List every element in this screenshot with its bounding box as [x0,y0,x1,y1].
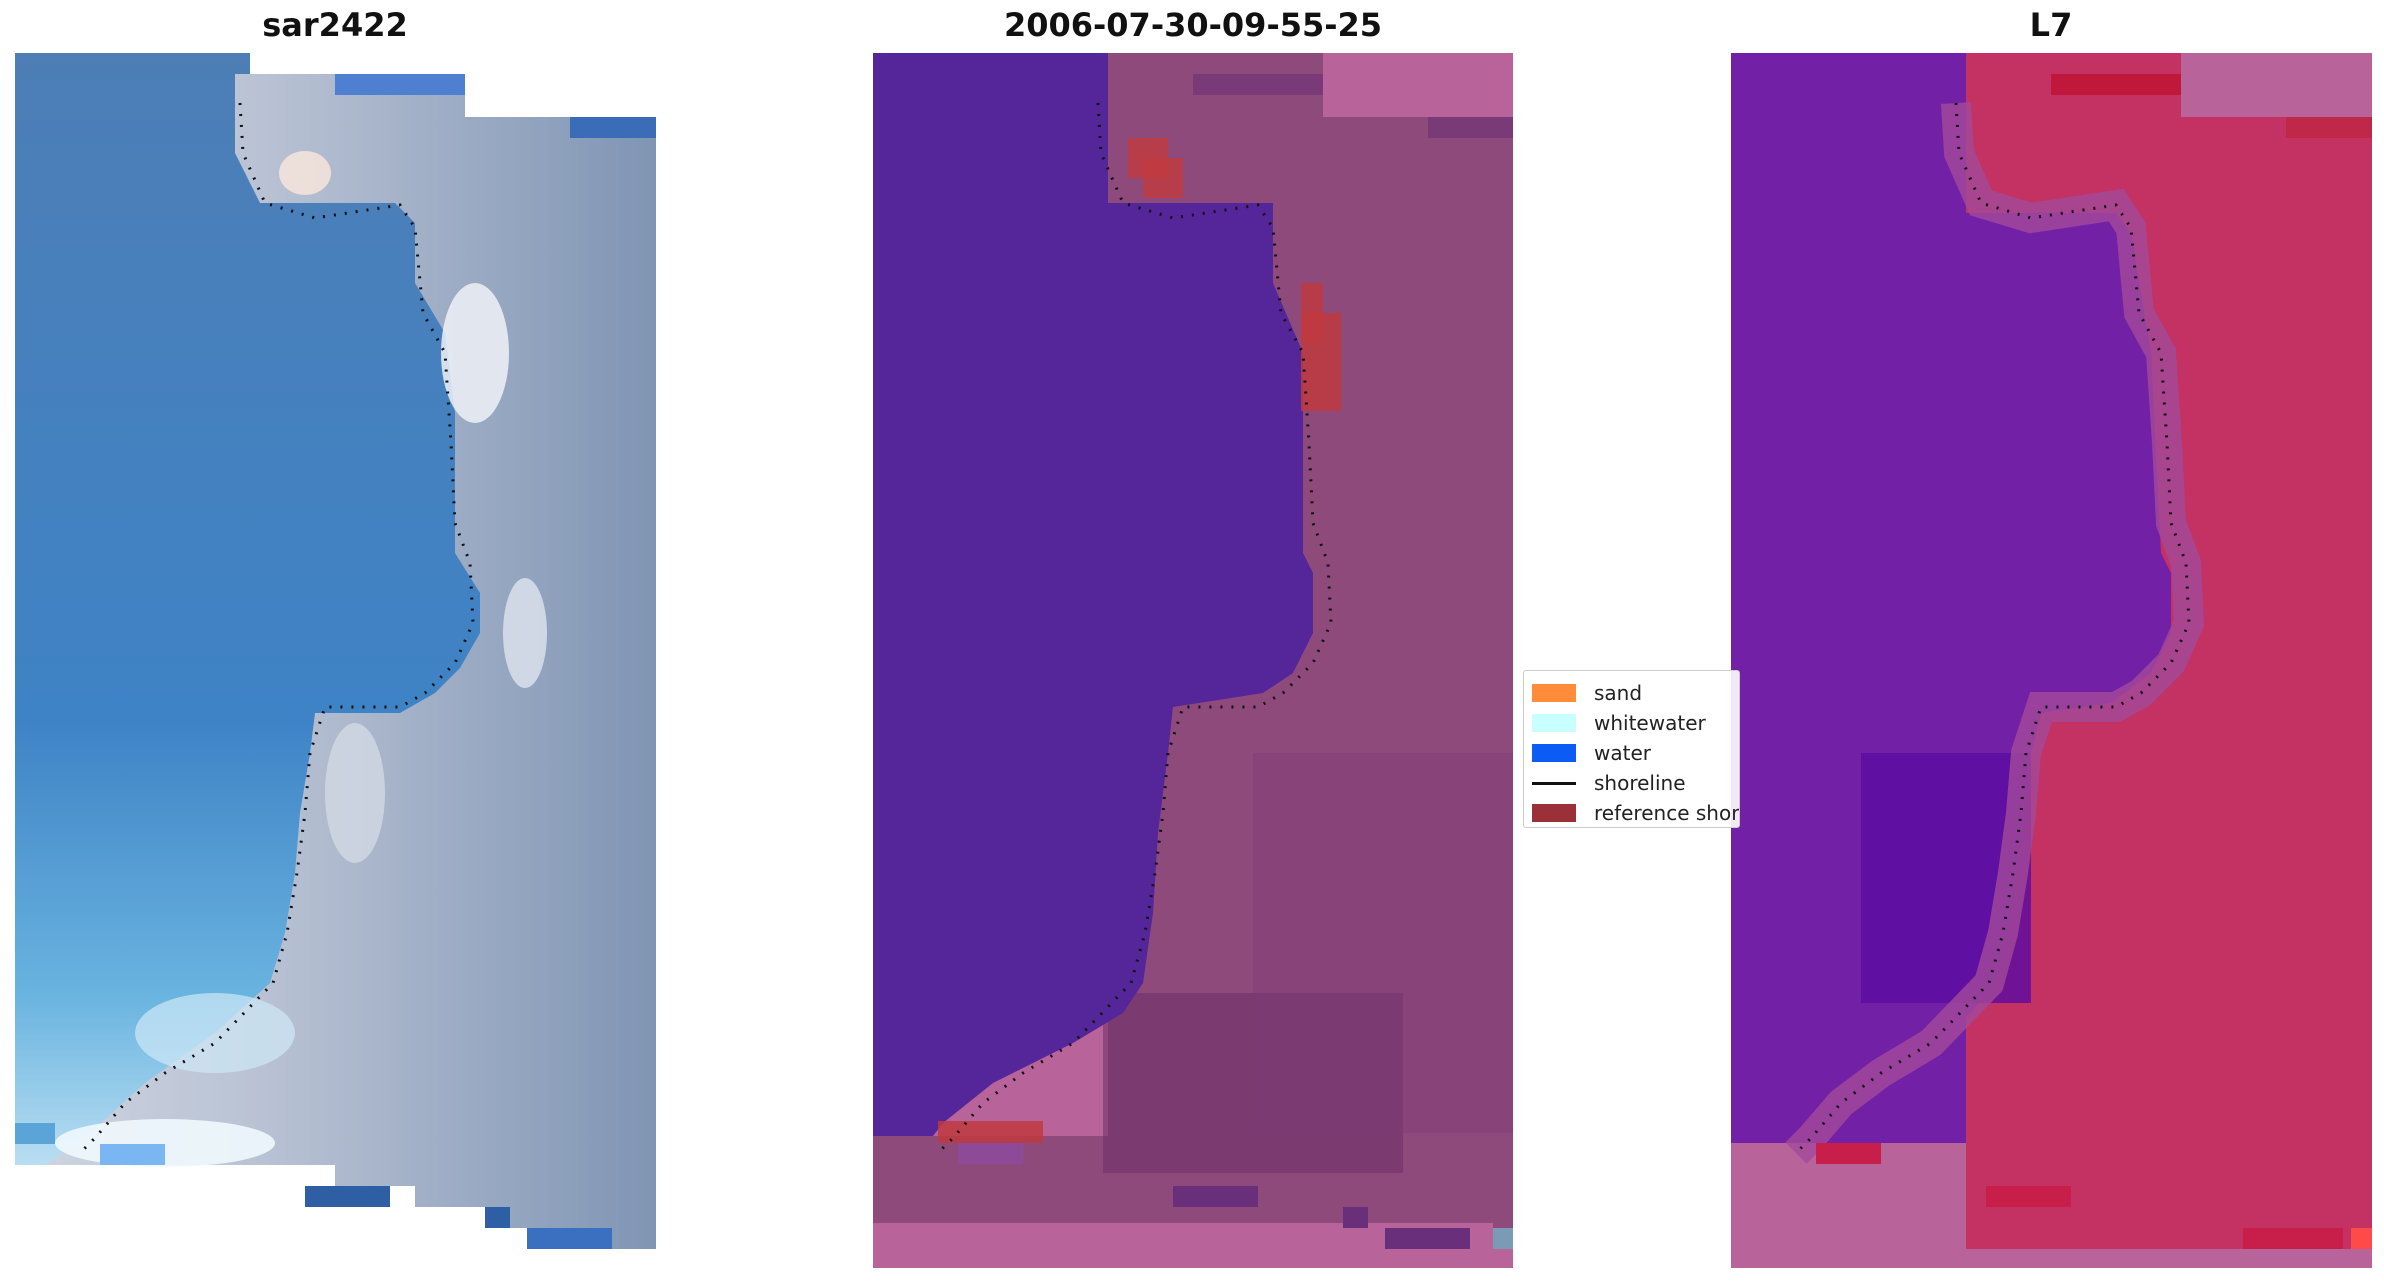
whitewater-swatch [1532,714,1576,732]
legend-label-water: water [1594,741,1651,765]
panel-title-sar2422: sar2422 [262,6,408,44]
classified-image-panel [873,53,1513,1268]
legend-item-reference-shoreline: reference shoreline buffer [1532,799,1739,827]
rgb-image-panel [15,53,656,1249]
sand-swatch [1532,684,1576,702]
legend-item-sand: sand [1532,679,1642,707]
legend-label-shoreline: shoreline [1594,771,1686,795]
legend: sand whitewater water shoreline referenc… [1523,670,1740,828]
legend-item-whitewater: whitewater [1532,709,1706,737]
classified-image [873,53,1513,1268]
legend-item-water: water [1532,739,1651,767]
panel-title-date: 2006-07-30-09-55-25 [1003,6,1383,44]
legend-label-reference-shoreline: reference shoreline buffer [1594,801,1739,825]
water-swatch [1532,744,1576,762]
reference-shoreline-swatch [1532,804,1576,822]
index-image [1731,53,2372,1268]
panel-title-l7: L7 [2029,6,2073,44]
shoreline-line-swatch [1532,781,1576,785]
legend-label-sand: sand [1594,681,1643,705]
legend-label-whitewater: whitewater [1594,711,1706,735]
legend-item-shoreline: shoreline [1532,769,1686,797]
index-image-panel [1731,53,2372,1268]
rgb-image [15,53,656,1249]
